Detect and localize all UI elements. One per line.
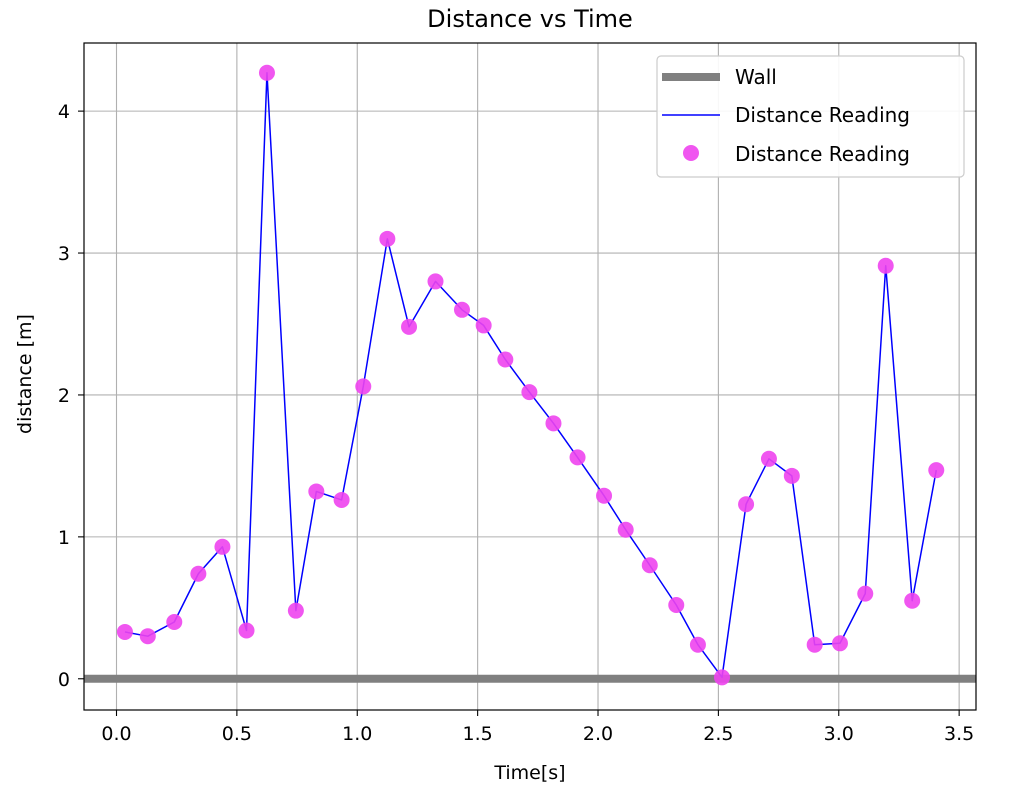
x-tick-label: 0.5 (222, 723, 252, 745)
distance-reading-point (521, 384, 538, 401)
distance-reading-point (287, 602, 304, 619)
distance-reading-point (545, 415, 562, 432)
distance-reading-point (475, 317, 492, 334)
distance-reading-point (166, 614, 183, 631)
distance-reading-point (333, 491, 350, 508)
distance-reading-point (238, 622, 255, 639)
distance-reading-point (497, 351, 514, 368)
y-tick-label: 1 (58, 527, 70, 549)
distance-reading-point (714, 669, 731, 686)
x-tick-label: 3.5 (944, 723, 974, 745)
x-tick-label: 1.5 (463, 723, 493, 745)
distance-reading-point (453, 301, 470, 318)
distance-reading-point (806, 636, 823, 653)
distance-reading-point (596, 487, 613, 504)
distance-reading-point (379, 230, 396, 247)
distance-reading-point (689, 636, 706, 653)
x-axis-label: Time[s] (493, 762, 565, 784)
legend: Wall Distance Reading Distance Reading (656, 55, 965, 178)
y-axis-label: distance [m] (14, 314, 36, 434)
x-tick-label: 2.5 (703, 723, 733, 745)
distance-reading-point (738, 496, 755, 513)
marker-layer (116, 64, 945, 686)
y-tick-label: 2 (58, 385, 70, 407)
distance-reading-point (401, 318, 418, 335)
distance-reading-point (928, 462, 945, 479)
distance-reading-point (427, 273, 444, 290)
distance-reading-point (641, 557, 658, 574)
distance-reading-point (831, 635, 848, 652)
distance-reading-point (904, 592, 921, 609)
x-tick-label: 0.0 (101, 723, 131, 745)
legend-box (656, 55, 965, 178)
distance-reading-point (668, 596, 685, 613)
legend-distance-marker-swatch (683, 145, 699, 161)
legend-wall-label: Wall (735, 65, 777, 89)
distance-reading-point (569, 449, 586, 466)
distance-reading-point (783, 467, 800, 484)
x-tick-label: 3.0 (824, 723, 854, 745)
distance-reading-point (116, 623, 133, 640)
distance-reading-point (355, 378, 372, 395)
distance-reading-point (258, 64, 275, 81)
plot-frame (83, 42, 977, 711)
distance-reading-point (190, 565, 207, 582)
legend-distance-line-label: Distance Reading (735, 103, 910, 127)
y-tick-label: 0 (58, 669, 70, 691)
x-axis: 0.0 0.5 1.0 1.5 2.0 2.5 3.0 3.5 (101, 710, 974, 745)
x-tick-label: 1.0 (342, 723, 372, 745)
distance-reading-point (877, 257, 894, 274)
x-tick-label: 2.0 (583, 723, 613, 745)
y-tick-label: 3 (58, 243, 70, 265)
distance-reading-point (760, 450, 777, 467)
y-tick-label: 4 (58, 101, 70, 123)
y-axis: 0 1 2 3 4 (58, 101, 84, 691)
distance-reading-point (139, 628, 156, 645)
distance-reading-point (308, 483, 325, 500)
distance-reading-point (214, 538, 231, 555)
distance-reading-point (857, 585, 874, 602)
chart-title: Distance vs Time (427, 5, 633, 33)
distance-reading-point (617, 521, 634, 538)
legend-distance-marker-label: Distance Reading (735, 142, 910, 166)
